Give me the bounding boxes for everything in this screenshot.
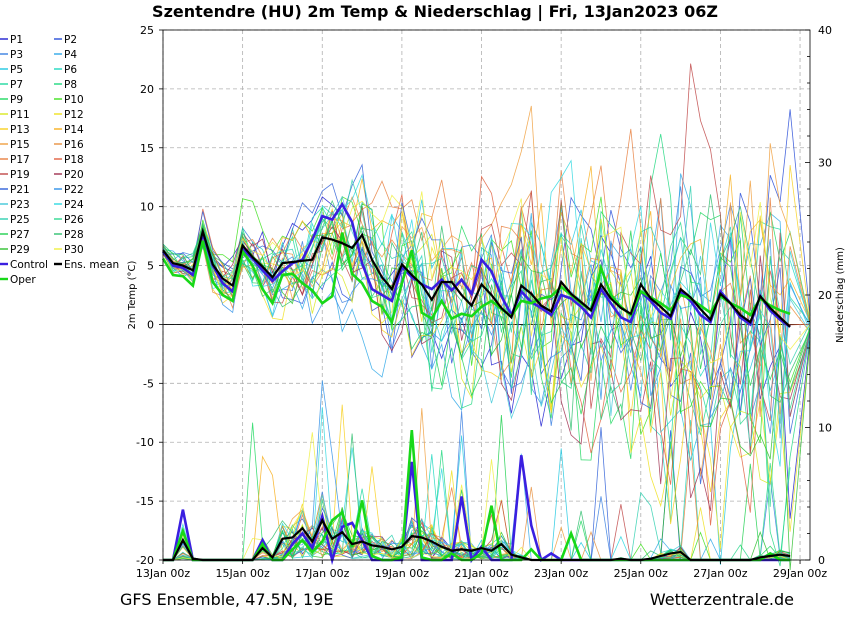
legend-label: P1 (10, 34, 23, 46)
y-tick-label: -10 (136, 436, 154, 449)
legend-label: P21 (10, 184, 30, 196)
temp-line-p20 (162, 226, 811, 511)
legend-label: P6 (64, 64, 77, 76)
legend-label: P3 (10, 49, 23, 61)
x-tick-label: 29Jan 00z (773, 567, 827, 580)
temp-line-oper (161, 232, 791, 326)
legend-label: P24 (64, 199, 84, 211)
temp-line-p15 (162, 105, 811, 477)
legend-label: P18 (64, 154, 84, 166)
temp-line-p28 (162, 194, 811, 431)
legend-label: P19 (10, 169, 30, 181)
y-tick-label: -5 (143, 377, 154, 390)
temp-line-p8 (162, 133, 811, 567)
footer-source: Wetterzentrale.de (650, 590, 794, 609)
x-tick-label: 13Jan 00z (136, 567, 190, 580)
y-tick-label: -20 (136, 554, 154, 567)
legend-label: P7 (10, 79, 23, 91)
legend-label: P23 (10, 199, 30, 211)
precip-line-ens-mean (163, 517, 791, 562)
legend-label: P29 (10, 244, 30, 256)
legend: P1 P2 P3 P4 P5 P6 P7 P8 P9 P10 P11 P12 P13 P14 P15 P16 P… (0, 34, 119, 286)
legend-label: P14 (64, 124, 84, 136)
legend-label: P26 (64, 214, 84, 226)
y2-tick-label: 10 (818, 422, 832, 435)
y-tick-label: -15 (136, 495, 154, 508)
legend-label: P5 (10, 64, 23, 76)
legend-label: P12 (64, 109, 84, 121)
x-tick-label: 27Jan 00z (693, 567, 747, 580)
legend-label: P15 (10, 139, 30, 151)
x-tick-label: 25Jan 00z (614, 567, 668, 580)
legend-label: P4 (64, 49, 77, 61)
temp-line-ens-mean (162, 227, 791, 328)
temp-line-p11 (162, 218, 811, 485)
y2-tick-label: 20 (818, 289, 832, 302)
y-tick-label: 15 (140, 142, 154, 155)
y-tick-label: 20 (140, 83, 154, 96)
x-tick-label: 17Jan 00z (295, 567, 349, 580)
temp-line-p19 (162, 63, 811, 422)
y-tick-label: 10 (140, 201, 154, 214)
legend-label: P25 (10, 214, 30, 226)
x-tick-label: 19Jan 00z (375, 567, 429, 580)
temp-line-p21 (162, 163, 811, 485)
legend-label: P11 (10, 109, 30, 121)
legend-label: Oper (10, 274, 36, 286)
legend-label: P9 (10, 94, 23, 106)
temp-line-p23 (162, 195, 811, 424)
temp-line-p7 (162, 220, 811, 449)
y-tick-label: 25 (140, 24, 154, 37)
x-tick-label: 23Jan 00z (534, 567, 588, 580)
y-tick-label: 5 (147, 260, 154, 273)
y2-tick-label: 0 (818, 554, 825, 567)
legend-label: P17 (10, 154, 30, 166)
legend-label: P2 (64, 34, 77, 46)
y-tick-label: 0 (147, 318, 154, 331)
legend-label: Ens. mean (64, 259, 119, 271)
precip-line-p3 (163, 411, 791, 561)
x-tick-label: 21Jan 00z (454, 567, 508, 580)
y2-axis-label: Niederschlag (mm) (835, 247, 846, 343)
legend-label: P27 (10, 229, 30, 241)
legend-label: P10 (64, 94, 84, 106)
legend-label: P8 (64, 79, 77, 91)
precip-line-p15 (163, 408, 791, 561)
y2-tick-label: 40 (818, 24, 832, 37)
chart-title: Szentendre (HU) 2m Temp & Niederschlag |… (152, 2, 718, 22)
temp-line-p22 (162, 238, 811, 439)
x-axis-label: Date (UTC) (459, 585, 514, 596)
legend-label: P20 (64, 169, 84, 181)
y2-tick-label: 30 (818, 157, 832, 170)
temp-line-p25 (162, 178, 811, 447)
precip-line-p27 (163, 414, 791, 561)
x-tick-label: 15Jan 00z (216, 567, 270, 580)
legend-label: P22 (64, 184, 84, 196)
legend-label: P30 (64, 244, 84, 256)
legend-label: P28 (64, 229, 84, 241)
legend-label: P16 (64, 139, 84, 151)
footer-model: GFS Ensemble, 47.5N, 19E (120, 590, 333, 609)
legend-label: Control (10, 259, 48, 271)
y-axis-label: 2m Temp (°C) (127, 260, 138, 329)
legend-label: P13 (10, 124, 30, 136)
